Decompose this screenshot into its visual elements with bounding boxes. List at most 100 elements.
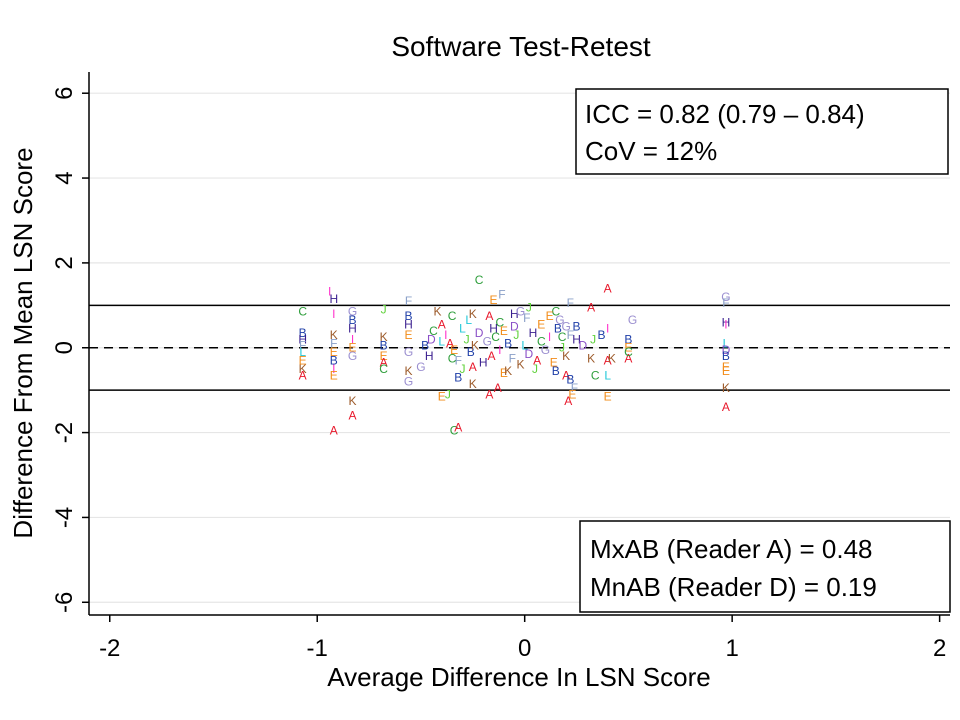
- data-point-reader-e: E: [299, 353, 307, 367]
- data-point-reader-h: H: [489, 322, 498, 336]
- data-point-reader-j: J: [526, 300, 532, 314]
- data-point-reader-b: B: [504, 337, 512, 351]
- data-point-reader-c: C: [551, 305, 560, 319]
- data-point-reader-b: B: [330, 353, 338, 367]
- y-tick-label: -2: [51, 422, 78, 443]
- data-point-reader-e: E: [500, 366, 508, 380]
- data-point-reader-j: J: [559, 341, 565, 355]
- data-point-reader-b: B: [597, 328, 605, 342]
- x-tick-label: -1: [307, 635, 328, 662]
- data-point-reader-a: A: [533, 353, 541, 367]
- data-point-reader-j: J: [445, 387, 451, 401]
- data-point-reader-a: A: [494, 381, 502, 395]
- data-point-reader-i: I: [328, 284, 331, 298]
- data-point-reader-l: L: [723, 337, 730, 351]
- data-point-reader-h: H: [348, 322, 357, 336]
- data-point-reader-d: D: [475, 326, 484, 340]
- x-tick-label: -2: [99, 635, 120, 662]
- data-point-reader-h: H: [510, 307, 519, 321]
- data-point-reader-f: F: [330, 337, 337, 351]
- data-point-reader-k: K: [562, 349, 570, 363]
- data-point-reader-g: G: [628, 313, 637, 327]
- data-point-reader-i: I: [606, 322, 609, 336]
- data-point-reader-k: K: [348, 394, 356, 408]
- data-point-reader-k: K: [504, 364, 512, 378]
- data-point-reader-c: C: [591, 368, 600, 382]
- data-point-reader-b: B: [421, 339, 429, 353]
- data-point-reader-a: A: [485, 387, 493, 401]
- data-point-reader-f: F: [498, 288, 505, 302]
- data-point-reader-f: F: [722, 296, 729, 310]
- data-point-reader-h: H: [529, 326, 538, 340]
- data-point-reader-a: A: [446, 337, 454, 351]
- data-point-reader-e: E: [500, 324, 508, 338]
- data-point-reader-a: A: [487, 349, 495, 363]
- data-point-reader-l: L: [459, 322, 466, 336]
- x-tick-label: 0: [518, 635, 531, 662]
- data-point-reader-a: A: [469, 360, 477, 374]
- data-point-reader-f: F: [571, 381, 578, 395]
- data-point-reader-e: E: [490, 293, 498, 307]
- data-point-reader-g: G: [404, 345, 413, 359]
- data-point-reader-j: J: [459, 362, 465, 376]
- data-point-reader-i: I: [332, 307, 335, 321]
- data-point-reader-e: E: [438, 390, 446, 404]
- data-point-reader-c: C: [537, 334, 546, 348]
- data-point-reader-g: G: [348, 305, 357, 319]
- mnab-text: MnAB (Reader D) = 0.19: [590, 572, 877, 602]
- data-point-reader-k: K: [299, 362, 307, 376]
- data-point-reader-k: K: [330, 328, 338, 342]
- data-point-reader-k: K: [434, 305, 442, 319]
- data-point-reader-c: C: [429, 324, 438, 338]
- data-point-reader-b: B: [624, 332, 632, 346]
- data-point-reader-k: K: [404, 364, 412, 378]
- data-point-reader-c: C: [379, 362, 388, 376]
- data-point-reader-k: K: [469, 307, 477, 321]
- data-point-reader-a: A: [604, 353, 612, 367]
- data-point-reader-b: B: [404, 309, 412, 323]
- x-ticks: -2 -1 0 1 2: [99, 615, 946, 662]
- data-point-reader-h: H: [425, 349, 434, 363]
- data-point-reader-e: E: [537, 317, 545, 331]
- data-point-reader-h: H: [479, 356, 488, 370]
- data-point-reader-k: K: [722, 381, 730, 395]
- data-point-reader-g: G: [404, 375, 413, 389]
- data-point-reader-l: L: [438, 334, 445, 348]
- data-point-reader-c: C: [448, 309, 457, 323]
- data-point-reader-g: G: [516, 305, 525, 319]
- data-point-reader-k: K: [608, 351, 616, 365]
- x-tick-label: 1: [725, 635, 738, 662]
- data-point-reader-e: E: [348, 341, 356, 355]
- y-tick-label: -6: [51, 592, 78, 613]
- data-point-reader-g: G: [416, 360, 425, 374]
- mxab-text: MxAB (Reader A) = 0.48: [590, 534, 873, 564]
- data-point-reader-e: E: [330, 368, 338, 382]
- data-point-reader-k: K: [587, 351, 595, 365]
- data-point-reader-a: A: [562, 368, 570, 382]
- data-point-reader-i: I: [444, 328, 447, 342]
- data-point-reader-h: H: [572, 332, 581, 346]
- data-point-reader-k: K: [517, 358, 525, 372]
- icc-text: ICC = 0.82 (0.79 – 0.84): [585, 99, 865, 129]
- stats-box-top: ICC = 0.82 (0.79 – 0.84) CoV = 12%: [575, 88, 949, 175]
- data-point-reader-g: G: [562, 320, 571, 334]
- data-point-reader-a: A: [485, 309, 493, 323]
- data-point-reader-a: A: [348, 409, 356, 423]
- data-point-reader-k: K: [380, 330, 388, 344]
- data-points: IHICBHFLEKAKFEBIEGBHIEGKAAJKBEACFBHEGKGG…: [298, 273, 730, 438]
- cov-text: CoV = 12%: [585, 136, 717, 166]
- y-tick-label: 0: [51, 341, 78, 354]
- data-point-reader-f: F: [509, 351, 516, 365]
- x-axis-label: Average Difference In LSN Score: [327, 662, 710, 692]
- data-point-reader-d: D: [578, 339, 587, 353]
- data-point-reader-b: B: [552, 364, 560, 378]
- data-point-reader-a: A: [604, 281, 612, 295]
- data-point-reader-c: C: [475, 273, 484, 287]
- data-point-reader-i: I: [498, 343, 501, 357]
- data-point-reader-i: I: [548, 330, 551, 344]
- data-point-reader-d: D: [722, 343, 731, 357]
- data-point-reader-b: B: [554, 322, 562, 336]
- data-point-reader-b: B: [573, 320, 581, 334]
- data-point-reader-a: A: [722, 400, 730, 414]
